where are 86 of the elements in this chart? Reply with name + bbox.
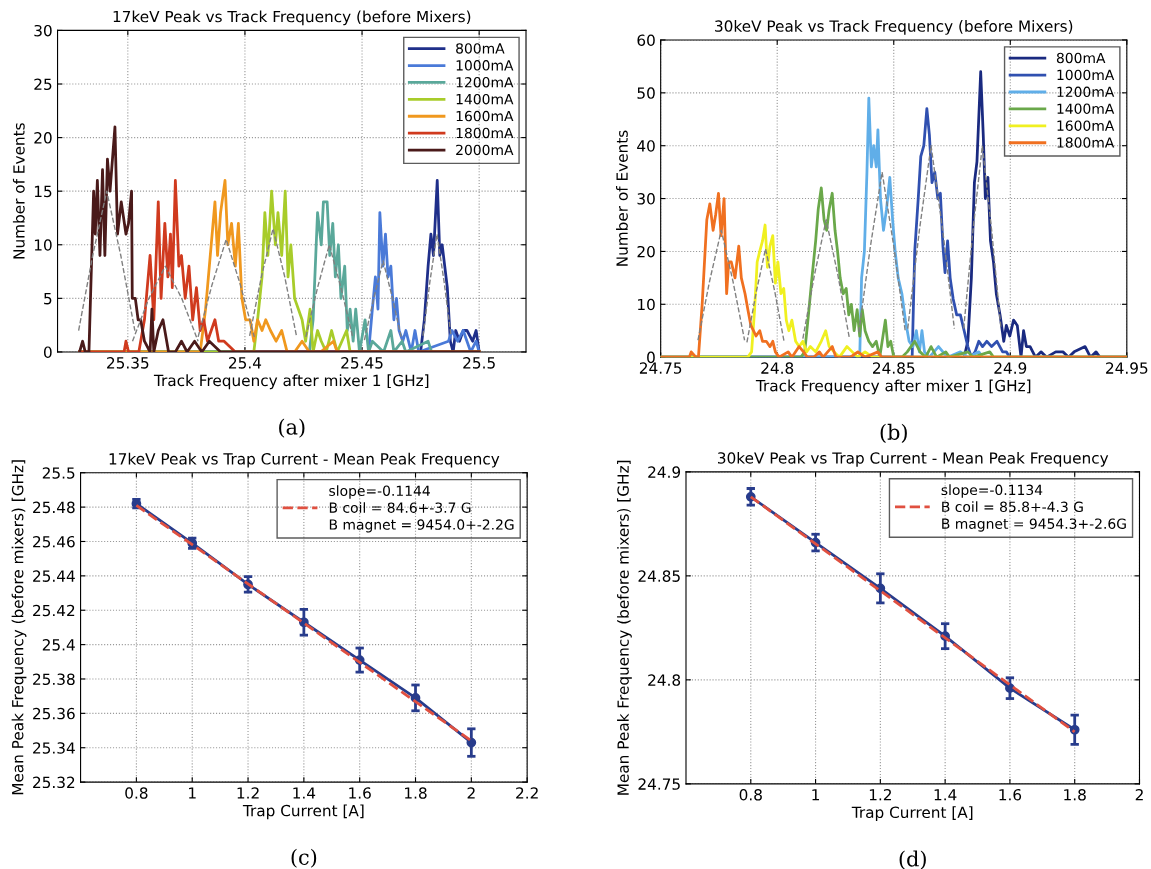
annotation: slope=-0.1144 <box>329 485 430 499</box>
legend-label: 1000mA <box>456 60 514 71</box>
x-tick-label: 1.6 <box>349 787 371 799</box>
x-tick-label: 25.35 <box>107 357 149 369</box>
x-tick-label: 25.5 <box>463 357 495 369</box>
legend-label: 800mA <box>456 43 505 54</box>
y-tick-label: 24.9 <box>648 466 681 478</box>
legend-label: 1000mA <box>1057 69 1115 81</box>
y-tick-label: 25.34 <box>33 742 75 754</box>
chart-title: 30keV Peak vs Trap Current - Mean Peak Frequency <box>718 451 1109 467</box>
y-tick-label: 10 <box>34 239 52 251</box>
y-tick-label: 0 <box>647 351 655 364</box>
y-tick-label: 25.48 <box>33 501 75 514</box>
text: (c) <box>291 848 317 868</box>
legend-label: 1200mA <box>1057 86 1115 98</box>
y-tick-label: 24.75 <box>638 778 680 790</box>
y-tick-label: 20 <box>34 132 52 144</box>
y-tick-label: 25 <box>34 78 52 91</box>
y-tick-label: 24.8 <box>648 674 681 686</box>
y-tick-label: 5 <box>44 293 52 305</box>
y-tick-label: 10 <box>638 298 655 311</box>
legend-label: 800mA <box>1056 52 1106 64</box>
x-tick-label: 1.6 <box>999 788 1022 801</box>
chart-title: 17keV Peak vs Track Frequency (before Mixers) <box>113 10 471 26</box>
x-tick-label: 1.2 <box>237 787 259 799</box>
text: (d) <box>899 850 926 869</box>
text: (a) <box>279 418 305 438</box>
annotation: B magnet = 9454.3+-2.6G <box>942 518 1126 532</box>
legend-label: 1200mA <box>456 76 514 88</box>
y-tick-label: 25.46 <box>33 535 75 548</box>
y-tick-label: 25.32 <box>33 776 75 789</box>
x-tick-label: 1.8 <box>405 787 427 799</box>
x-tick-label: 25.45 <box>341 357 383 369</box>
x-axis-title: Track Frequency after mixer 1 [GHz] <box>755 379 1031 395</box>
chart-title: 30keV Peak vs Track Frequency (before Mixers) <box>715 20 1073 35</box>
y-tick-label: 40 <box>637 140 655 152</box>
y-tick-label: 20 <box>637 245 655 258</box>
y-axis-title: Mean Peak Frequency (before mixers) [GHz] <box>617 460 632 795</box>
y-axis-title: Number of Events <box>616 130 628 266</box>
x-tick-label: 0.8 <box>125 787 148 799</box>
x-tick-label: 0.8 <box>739 788 762 801</box>
x-tick-label: 2.2 <box>516 787 538 799</box>
x-tick-label: 1.4 <box>934 789 957 801</box>
text: (b) <box>880 423 907 443</box>
legend-label: 1600mA <box>456 110 514 122</box>
y-tick-label: 25.44 <box>33 570 75 582</box>
legend-label: B coil = 85.8+-4.3 G <box>942 501 1083 513</box>
y-tick-label: 15 <box>34 185 52 198</box>
legend-label: 1400mA <box>456 93 514 105</box>
x-tick-label: 1.4 <box>293 787 316 799</box>
x-tick-label: 24.8 <box>761 362 794 374</box>
y-tick-label: 50 <box>637 87 655 99</box>
x-tick-label: 1 <box>812 789 820 801</box>
y-tick-label: 30 <box>637 193 655 205</box>
legend-label: 1600mA <box>1057 120 1115 131</box>
x-tick-label: 24.9 <box>994 362 1027 374</box>
y-tick-label: 25.36 <box>33 707 75 720</box>
annotation: slope=-0.1134 <box>941 484 1043 498</box>
chart-title: 17keV Peak vs Trap Current - Mean Peak Frequency <box>109 452 500 468</box>
y-tick-label: 24.85 <box>638 570 680 582</box>
annotation: B magnet = 9454.0+-2.2G <box>329 519 514 533</box>
y-axis-title: Number of Events <box>12 123 25 259</box>
legend-label: B coil = 84.6+-3.7 G <box>329 502 471 513</box>
x-tick-label: 24.85 <box>873 362 915 374</box>
x-tick-label: 2 <box>467 787 475 799</box>
y-tick-label: 30 <box>34 24 52 37</box>
x-tick-label: 25.4 <box>229 357 262 369</box>
x-tick-label: 2 <box>1135 788 1143 801</box>
legend-label: 1800mA <box>1057 137 1115 148</box>
legend-label: 2000mA <box>456 144 514 156</box>
x-axis-title: Trap Current [A] <box>242 804 364 820</box>
y-tick-label: 25.38 <box>33 673 75 685</box>
legend-label: 1800mA <box>456 127 514 139</box>
y-tick-label: 25.42 <box>33 604 75 617</box>
y-axis-title: Mean Peak Frequency (before mixers) [GHz] <box>11 460 27 795</box>
y-tick-label: 25.4 <box>42 639 75 651</box>
y-tick-label: 60 <box>637 34 655 46</box>
x-tick-label: 1 <box>189 787 196 799</box>
x-tick-label: 1.8 <box>1064 788 1086 801</box>
x-axis-title: Track Frequency after mixer 1 [GHz] <box>153 374 429 390</box>
y-tick-label: 25.5 <box>42 467 75 479</box>
y-tick-label: 0 <box>43 346 52 358</box>
x-axis-title: Trap Current [A] <box>851 806 973 822</box>
x-tick-label: 24.95 <box>1106 362 1148 374</box>
legend-label: 1400mA <box>1057 103 1115 114</box>
x-tick-label: 1.2 <box>869 788 891 801</box>
